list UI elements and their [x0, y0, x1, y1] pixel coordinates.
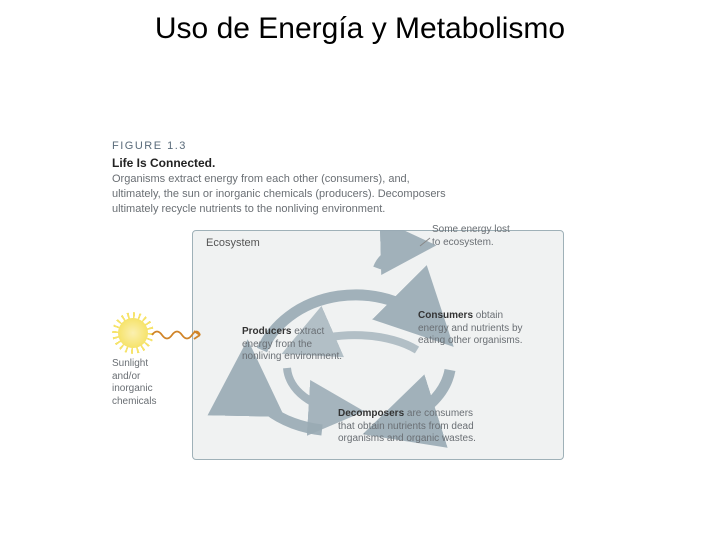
producers-l2: energy from the — [242, 339, 312, 350]
figure-label: FIGURE 1.3 — [112, 140, 187, 152]
producers-bold: Producers — [242, 326, 291, 337]
producers-l3: nonliving environment. — [242, 351, 342, 362]
caption-line-1: Organisms extract energy from each other… — [112, 173, 410, 185]
producers-text: Producers extract energy from the nonliv… — [242, 326, 372, 364]
figure-title: Life Is Connected. — [112, 156, 215, 170]
consumers-text: Consumers obtain energy and nutrients by… — [418, 310, 558, 348]
sunlight-label: Sunlight and/or inorganic chemicals — [112, 358, 182, 408]
decomposers-l2: that obtain nutrients from dead — [338, 421, 474, 432]
sunlight-l2: and/or — [112, 371, 140, 382]
consumers-t1: obtain — [473, 310, 503, 321]
decomposers-l3: organisms and organic wastes. — [338, 433, 476, 444]
producers-t1: extract — [291, 326, 324, 337]
consumers-l3: eating other organisms. — [418, 335, 523, 346]
caption-line-3: ultimately recycle nutrients to the nonl… — [112, 203, 385, 215]
decomposers-text: Decomposers are consumers that obtain nu… — [338, 408, 518, 446]
sunlight-l4: chemicals — [112, 396, 156, 407]
sunlight-l1: Sunlight — [112, 358, 148, 369]
figure-caption: Organisms extract energy from each other… — [112, 172, 542, 217]
consumers-l2: energy and nutrients by — [418, 323, 523, 334]
decomposers-t1: are consumers — [404, 408, 473, 419]
sun-icon — [118, 318, 148, 348]
consumers-bold: Consumers — [418, 310, 473, 321]
sunlight-l3: inorganic — [112, 383, 153, 394]
caption-line-2: ultimately, the sun or inorganic chemica… — [112, 188, 446, 200]
slide-title: Uso de Energía y Metabolismo — [0, 12, 720, 46]
decomposers-bold: Decomposers — [338, 408, 404, 419]
